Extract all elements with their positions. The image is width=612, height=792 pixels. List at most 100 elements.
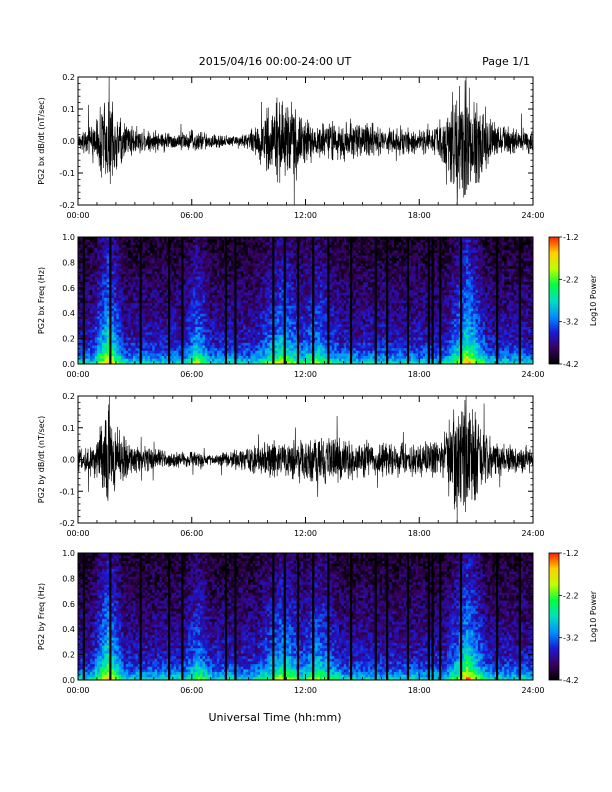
x-tick-label: 00:00 [66,529,89,538]
data-gap [181,237,184,364]
y-tick-label: 1.0 [62,233,75,242]
x-tick-label: 06:00 [180,686,203,695]
y-tick-label: -0.1 [59,169,75,178]
data-gap [459,237,463,364]
y-tick-label: 0.4 [62,309,75,318]
spectrogram-cells [78,237,534,365]
data-gap [234,237,237,364]
y-tick-label: 1.0 [62,549,75,558]
data-gap [374,553,377,680]
x-tick-label: 12:00 [294,686,317,695]
data-gap [427,237,430,364]
data-gap [109,553,112,680]
y-tick-label: 0.2 [62,335,75,344]
data-gap [168,237,171,364]
colorbar-tick-label: -4.2 [563,360,579,369]
y-tick-label: 0.2 [62,392,75,401]
data-gap [168,553,171,680]
data-gap [312,237,315,364]
colorbar [548,552,560,681]
x-tick-label: 06:00 [180,529,203,538]
data-gap [431,237,434,364]
data-gap [224,553,228,680]
panel-by-spectrogram: -1.2 -2.2 -3.2 -4.2 Log10 Power 1.0 0.8 0.6 0.4 0… [37,549,598,695]
x-tick-label: 00:00 [66,686,89,695]
x-tick-label: 06:00 [180,370,203,379]
x-tick-label: 18:00 [408,529,431,538]
x-tick-label: 24:00 [521,686,544,695]
colorbar [548,236,560,365]
data-gap [439,553,442,680]
waveform-trace [78,77,533,205]
data-gap [431,553,434,680]
colorbar-tick-label: -2.2 [563,591,579,600]
y-axis-label: PG2 by Freq (Hz) [37,583,46,650]
y-axis-label: PG2 by dB/dt (nT/sec) [37,416,46,503]
waveform-trace [78,396,533,523]
y-tick-label: 0.4 [62,625,75,634]
data-gap [350,237,353,364]
data-gap [296,553,300,680]
x-tick-label: 00:00 [66,211,89,220]
data-gap [518,237,521,364]
x-tick-label: 18:00 [408,211,431,220]
data-gap [495,237,499,364]
data-gap [82,553,85,680]
data-gap [272,237,275,364]
panel-bx-wave: 0.2 0.1 0.0 -0.1 -0.200:00 06:00 12:00 18:00 24:… [37,73,545,220]
x-tick-label: 06:00 [180,211,203,220]
data-gap [327,553,330,680]
colorbar-tick-label: -3.2 [563,318,579,327]
x-tick-label: 12:00 [294,370,317,379]
data-gap [139,553,142,680]
data-gap [386,553,389,680]
data-gap [327,237,330,364]
data-gap [495,553,499,680]
y-tick-label: 0.0 [62,456,75,465]
colorbar-tick-label: -3.2 [563,634,579,643]
data-gap [406,237,410,364]
x-tick-label: 18:00 [408,686,431,695]
y-tick-label: 0.8 [62,258,75,267]
y-axis-label: PG2 bx dB/dt (nT/sec) [37,97,46,184]
x-tick-label: 00:00 [66,370,89,379]
data-gap [181,553,184,680]
data-gap [82,237,85,364]
y-tick-label: -0.2 [59,201,75,210]
data-gap [296,237,300,364]
data-gap [139,237,142,364]
x-tick-label: 12:00 [294,211,317,220]
y-tick-label: 0.6 [62,600,75,609]
colorbar-label: Log10 Power [589,274,598,326]
data-gap [283,553,286,680]
y-tick-label: -0.2 [59,519,75,528]
page-title: 2015/04/16 00:00-24:00 UT [199,55,352,68]
data-gap [386,237,389,364]
x-axis-title: Universal Time (hh:mm) [209,711,342,724]
y-tick-label: 0.1 [62,424,75,433]
x-tick-label: 24:00 [521,529,544,538]
y-tick-label: 0.1 [62,105,75,114]
y-tick-label: 0.0 [62,676,75,685]
data-gap [312,553,315,680]
colorbar-tick-label: -1.2 [563,233,579,242]
x-tick-label: 24:00 [521,211,544,220]
colorbar-label: Log10 Power [589,590,598,642]
data-gap [374,237,377,364]
page-number: Page 1/1 [482,55,530,68]
y-tick-label: 0.0 [62,360,75,369]
y-tick-label: -0.1 [59,487,75,496]
y-tick-label: 0.6 [62,284,75,293]
x-tick-label: 18:00 [408,370,431,379]
panel-bx-spectrogram: -1.2 -2.2 -3.2 -4.2 Log10 Power 1.0 0.8 0.6 0.4 0… [37,233,598,379]
data-gap [459,553,463,680]
panel-by-wave: 0.2 0.1 0.0 -0.1 -0.200:00 06:00 12:00 18:00 24:… [37,392,545,538]
data-gap [439,237,442,364]
data-gap [272,553,275,680]
colorbar-tick-label: -4.2 [563,676,579,685]
y-tick-label: 0.8 [62,574,75,583]
x-tick-label: 24:00 [521,370,544,379]
data-gap [224,237,228,364]
data-gap [518,553,521,680]
